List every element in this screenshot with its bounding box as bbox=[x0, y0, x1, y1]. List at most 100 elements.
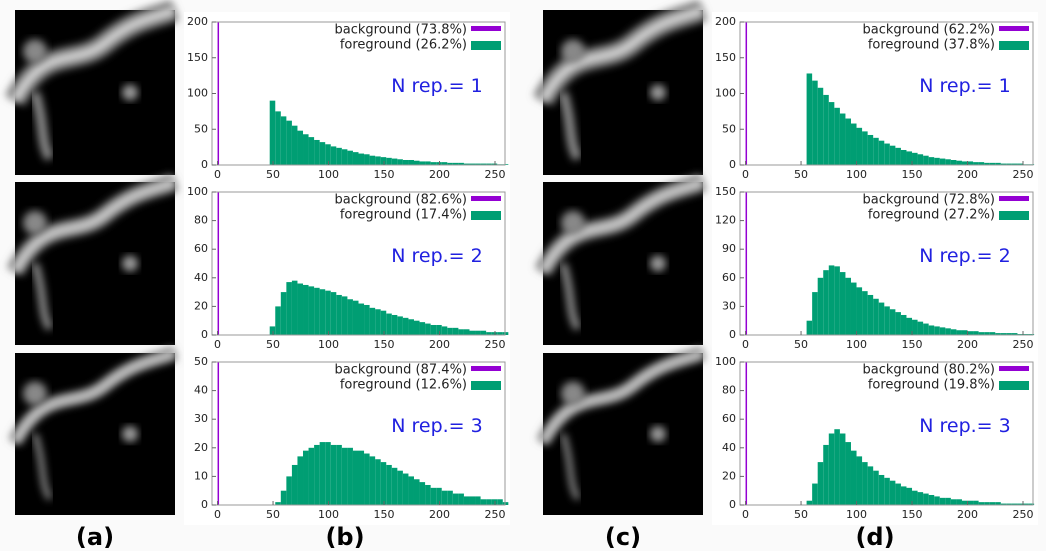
histogram-bar bbox=[806, 320, 813, 335]
histogram-bar bbox=[978, 332, 985, 335]
histogram-bar bbox=[391, 158, 398, 165]
histogram-bar bbox=[217, 192, 220, 335]
histogram-bar bbox=[967, 331, 974, 335]
histogram-bar bbox=[956, 330, 962, 335]
histogram-bar bbox=[989, 502, 996, 505]
histogram-bar bbox=[862, 291, 868, 335]
histogram-bar bbox=[984, 332, 990, 335]
y-tick-label: 40 bbox=[194, 384, 208, 397]
histogram-bar bbox=[458, 329, 464, 335]
histogram-bar bbox=[463, 163, 470, 165]
histogram-bar bbox=[486, 163, 492, 165]
histogram-bar bbox=[834, 266, 840, 335]
histogram-bar bbox=[469, 163, 476, 165]
y-tick-label: 100 bbox=[187, 87, 208, 100]
histogram-bar bbox=[347, 150, 353, 165]
histogram-bar bbox=[402, 317, 409, 335]
vessel bbox=[539, 6, 705, 103]
histogram-bar bbox=[923, 323, 929, 335]
histogram-bar bbox=[319, 442, 326, 505]
histogram-bar bbox=[286, 282, 292, 335]
histogram-bar bbox=[491, 332, 498, 335]
histogram-bar bbox=[402, 159, 409, 165]
histogram-bar bbox=[945, 328, 951, 335]
histogram-bar bbox=[900, 149, 907, 165]
legend-swatch bbox=[471, 381, 501, 390]
annotation: N rep.= 3 bbox=[391, 415, 482, 437]
histogram-bar bbox=[280, 292, 287, 335]
histogram-bar bbox=[862, 462, 868, 505]
histogram-bar bbox=[291, 464, 298, 505]
histogram-bar bbox=[817, 87, 824, 165]
histogram-bar bbox=[430, 324, 437, 335]
histogram-bar bbox=[380, 157, 387, 165]
histogram-bar bbox=[928, 325, 935, 335]
histogram-bar bbox=[425, 161, 431, 165]
histogram-bar bbox=[745, 362, 748, 505]
histogram-bar bbox=[934, 496, 940, 505]
x-tick-label: 250 bbox=[1013, 168, 1034, 181]
histogram-bar bbox=[275, 111, 281, 165]
legend-label: background (82.6%) bbox=[335, 193, 467, 208]
histogram-bar bbox=[917, 321, 924, 335]
x-tick-label: 200 bbox=[957, 338, 978, 351]
histogram-bar bbox=[1017, 503, 1024, 505]
histogram-bar bbox=[934, 326, 940, 335]
histogram-bar bbox=[380, 310, 387, 335]
histogram-bar bbox=[330, 292, 337, 335]
histogram-bar bbox=[419, 322, 426, 335]
image-background bbox=[15, 353, 175, 515]
histogram-bar bbox=[269, 100, 276, 165]
histogram-bar bbox=[336, 294, 342, 335]
histogram-bar bbox=[978, 162, 985, 165]
y-tick-label: 30 bbox=[194, 412, 208, 425]
image-background bbox=[543, 353, 703, 515]
x-tick-label: 200 bbox=[429, 338, 450, 351]
histogram-bar bbox=[314, 287, 320, 335]
x-tick-label: 50 bbox=[794, 168, 808, 181]
histogram-bar bbox=[436, 324, 442, 335]
histogram-bar bbox=[950, 499, 957, 505]
histogram-bar bbox=[945, 497, 951, 505]
y-tick-label: 40 bbox=[722, 441, 736, 454]
histogram-bar bbox=[939, 497, 946, 505]
histogram-bar bbox=[447, 490, 453, 505]
histogram-bar bbox=[989, 332, 996, 335]
histogram-bar bbox=[850, 450, 857, 505]
histogram-bar bbox=[850, 282, 857, 335]
histogram-bar bbox=[889, 480, 896, 505]
histogram-bar bbox=[1017, 163, 1024, 165]
histogram-bar bbox=[889, 309, 896, 335]
x-tick-label: 200 bbox=[957, 168, 978, 181]
y-tick-label: 60 bbox=[722, 271, 736, 284]
histogram-bar bbox=[817, 462, 824, 505]
histogram-bar bbox=[917, 492, 924, 505]
histogram-bar bbox=[1023, 503, 1029, 505]
x-tick-label: 150 bbox=[902, 168, 923, 181]
legend-label: background (72.8%) bbox=[863, 193, 995, 208]
histogram-bar bbox=[502, 164, 509, 165]
x-tick-label: 100 bbox=[846, 168, 867, 181]
histogram-bar bbox=[447, 327, 453, 335]
histogram-bar bbox=[939, 327, 946, 335]
histogram-bar bbox=[912, 319, 918, 335]
x-tick-label: 250 bbox=[1013, 338, 1034, 351]
histogram-bar bbox=[967, 161, 974, 165]
histogram-bar bbox=[906, 317, 913, 335]
vessel bbox=[12, 350, 177, 444]
histogram-bar bbox=[413, 479, 420, 505]
x-tick-label: 150 bbox=[374, 508, 395, 521]
y-tick-label: 50 bbox=[722, 122, 736, 135]
histogram-bar bbox=[491, 163, 498, 165]
histogram-bar bbox=[308, 137, 315, 165]
panel-label: (c) bbox=[605, 523, 641, 551]
histogram-bar bbox=[458, 493, 464, 505]
histogram-bar bbox=[906, 487, 913, 505]
histogram-bar bbox=[397, 316, 403, 335]
histogram-bar bbox=[900, 486, 907, 505]
y-tick-label: 10 bbox=[194, 469, 208, 482]
histogram-bar bbox=[873, 298, 879, 335]
histogram-bar bbox=[286, 476, 292, 505]
histogram-chart: 0 30 60 90 120 150 0 50 100 150 200 250 background (… bbox=[712, 182, 1038, 355]
histogram-bar bbox=[275, 306, 281, 335]
